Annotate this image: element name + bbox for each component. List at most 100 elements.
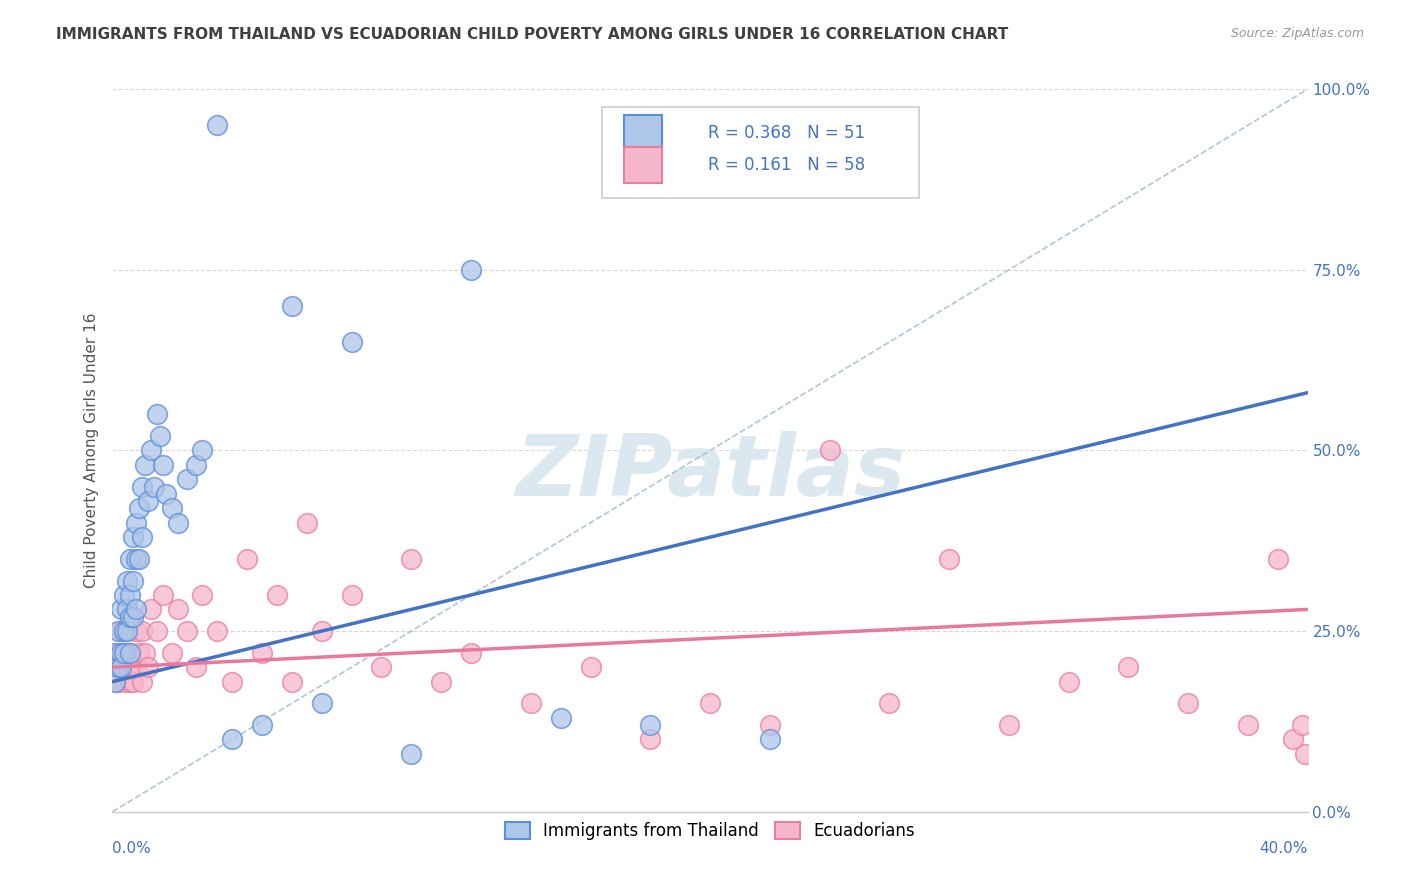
Point — [167, 602, 190, 616]
Point — [104, 674, 127, 689]
Point — [266, 588, 288, 602]
Point — [879, 696, 901, 710]
Point — [138, 660, 160, 674]
Point — [125, 602, 148, 616]
Point — [114, 646, 135, 660]
Point — [128, 646, 150, 660]
Point — [155, 487, 177, 501]
Point — [120, 646, 142, 660]
Point — [110, 660, 132, 674]
Point — [131, 624, 153, 639]
Point — [250, 718, 273, 732]
Text: 0.0%: 0.0% — [112, 840, 152, 855]
Point — [120, 646, 142, 660]
Point — [550, 711, 572, 725]
Point — [998, 718, 1021, 732]
Point — [1281, 732, 1303, 747]
Point — [131, 530, 153, 544]
Point — [281, 299, 304, 313]
Point — [120, 588, 142, 602]
Point — [122, 660, 145, 674]
Text: R = 0.368   N = 51: R = 0.368 N = 51 — [707, 124, 865, 142]
Point — [110, 624, 132, 639]
Point — [107, 646, 129, 660]
Point — [117, 602, 139, 616]
Point — [104, 646, 127, 660]
Point — [340, 588, 363, 602]
Y-axis label: Child Poverty Among Girls Under 16: Child Poverty Among Girls Under 16 — [83, 313, 98, 588]
Point — [120, 551, 142, 566]
Point — [579, 660, 602, 674]
Point — [401, 747, 423, 761]
Point — [191, 588, 214, 602]
Point — [205, 624, 228, 639]
Point — [128, 501, 150, 516]
Point — [818, 443, 841, 458]
Point — [430, 674, 453, 689]
Point — [370, 660, 392, 674]
Point — [460, 262, 482, 277]
Legend: Immigrants from Thailand, Ecuadorians: Immigrants from Thailand, Ecuadorians — [498, 815, 922, 847]
Point — [117, 624, 139, 639]
Text: ZIPatlas: ZIPatlas — [515, 431, 905, 514]
Point — [107, 674, 129, 689]
Point — [134, 646, 156, 660]
Point — [759, 718, 782, 732]
Point — [122, 674, 145, 689]
Point — [114, 674, 135, 689]
Point — [176, 624, 198, 639]
Point — [125, 624, 148, 639]
Point — [186, 660, 208, 674]
Point — [120, 674, 142, 689]
Point — [143, 480, 166, 494]
Point — [311, 696, 333, 710]
Point — [125, 551, 148, 566]
Point — [152, 458, 174, 472]
Point — [125, 516, 148, 530]
Point — [122, 574, 145, 588]
Point — [1294, 747, 1316, 761]
Point — [311, 624, 333, 639]
Point — [1237, 718, 1260, 732]
Point — [107, 660, 129, 674]
Point — [128, 551, 150, 566]
Point — [107, 624, 129, 639]
Point — [460, 646, 482, 660]
Point — [110, 646, 132, 660]
Point — [149, 429, 172, 443]
Point — [1267, 551, 1289, 566]
Point — [114, 624, 135, 639]
Point — [131, 480, 153, 494]
Point — [162, 646, 183, 660]
Point — [114, 646, 135, 660]
Text: IMMIGRANTS FROM THAILAND VS ECUADORIAN CHILD POVERTY AMONG GIRLS UNDER 16 CORREL: IMMIGRANTS FROM THAILAND VS ECUADORIAN C… — [56, 27, 1008, 42]
FancyBboxPatch shape — [624, 147, 662, 183]
Point — [221, 674, 243, 689]
Point — [640, 718, 662, 732]
Point — [152, 588, 174, 602]
Point — [110, 602, 132, 616]
Text: Source: ZipAtlas.com: Source: ZipAtlas.com — [1230, 27, 1364, 40]
Point — [250, 646, 273, 660]
Point — [134, 458, 156, 472]
Point — [117, 574, 139, 588]
Point — [114, 588, 135, 602]
Point — [122, 530, 145, 544]
Point — [176, 472, 198, 486]
Point — [122, 609, 145, 624]
Point — [117, 660, 139, 674]
Point — [759, 732, 782, 747]
Point — [104, 660, 127, 674]
Point — [117, 624, 139, 639]
Point — [146, 407, 169, 421]
Point — [295, 516, 318, 530]
Point — [1291, 718, 1313, 732]
Point — [162, 501, 183, 516]
Point — [938, 551, 960, 566]
Point — [125, 660, 148, 674]
FancyBboxPatch shape — [603, 107, 920, 198]
Point — [191, 443, 214, 458]
Point — [221, 732, 243, 747]
Point — [520, 696, 543, 710]
Point — [1118, 660, 1140, 674]
